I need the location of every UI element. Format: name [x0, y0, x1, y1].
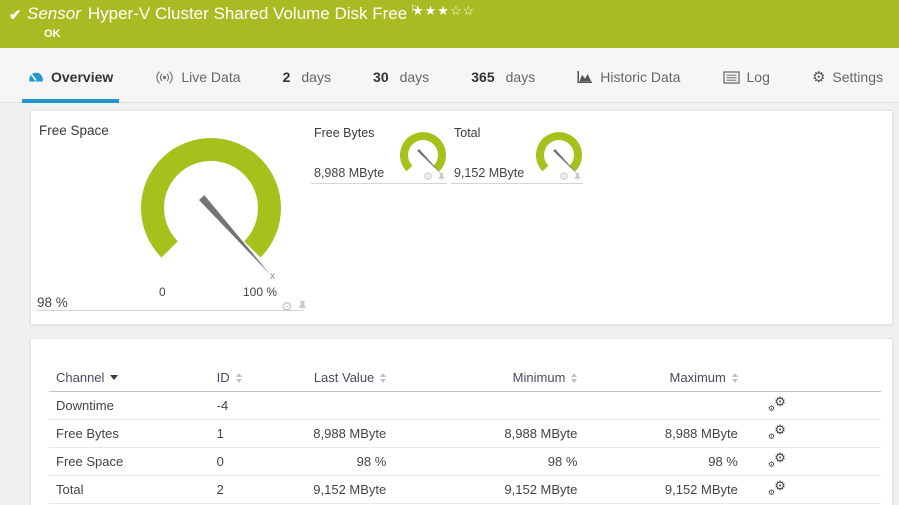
- tab-log-label: Log: [746, 69, 770, 85]
- stars-filled: ★★★: [412, 3, 450, 18]
- column-header-id[interactable]: ID: [217, 370, 242, 385]
- gauge-free-bytes-label: Free Bytes: [314, 126, 375, 140]
- stars-empty: ☆☆: [449, 3, 476, 18]
- free-bytes-gadget-icons: ⚙: [423, 172, 446, 183]
- table-row[interactable]: Free Space 0 98 % 98 % 98 % ⚙ ⚙: [49, 447, 881, 476]
- pin-icon[interactable]: [437, 172, 446, 183]
- gauge-min-label: 0: [159, 285, 166, 299]
- pin-icon[interactable]: [573, 172, 582, 183]
- area-chart-icon: [577, 71, 593, 84]
- gauge-settings-gear-icon[interactable]: ⚙: [423, 171, 433, 183]
- live-data-icon: [156, 70, 174, 84]
- gauge-icon: [29, 72, 43, 82]
- sort-icon: [380, 372, 387, 383]
- gauge-settings-gear-icon[interactable]: ⚙: [281, 299, 293, 314]
- free-bytes-value: 8,988 MByte: [314, 166, 385, 180]
- gauge-settings-gear-icon[interactable]: ⚙: [559, 171, 569, 183]
- sensor-title-line: Sensor Hyper-V Cluster Shared Volume Disk…: [27, 4, 419, 24]
- sort-icon: [731, 372, 738, 383]
- sort-icon: [235, 372, 242, 383]
- total-value: 9,152 MByte: [454, 166, 525, 180]
- table-header-row: Channel ID Last Value Minimum Maximum: [49, 365, 881, 392]
- log-list-icon: [722, 70, 740, 84]
- channels-panel: Channel ID Last Value Minimum Maximum: [30, 338, 893, 505]
- tab-settings[interactable]: ⚙ Settings: [806, 48, 889, 102]
- sort-desc-icon: [110, 375, 119, 381]
- tab-settings-label: Settings: [832, 69, 883, 85]
- gauges-panel: Free Space x 0 100 % 98 % ⚙ Free Bytes 8…: [30, 110, 893, 325]
- priority-stars[interactable]: ★★★☆☆: [412, 3, 475, 19]
- column-header-minimum[interactable]: Minimum: [513, 370, 578, 385]
- column-header-last-value[interactable]: Last Value: [314, 370, 387, 385]
- channel-settings-icon[interactable]: ⚙ ⚙: [767, 477, 786, 497]
- tab-bar: Overview Live Data 2 days 30 days 365 da…: [0, 48, 899, 103]
- channel-settings-icon[interactable]: ⚙ ⚙: [767, 449, 786, 469]
- tab-2-days[interactable]: 2 days: [277, 48, 337, 102]
- object-kind-label: Sensor: [27, 4, 81, 23]
- sort-icon: [571, 372, 578, 383]
- tab-30-days-word: days: [399, 69, 430, 85]
- tab-30-days[interactable]: 30 days: [367, 48, 435, 102]
- free-space-gadget-icons: ⚙: [281, 300, 308, 313]
- gauge-needle-marker: x: [270, 271, 275, 282]
- status-badge: OK: [44, 28, 61, 40]
- tab-365-days[interactable]: 365 days: [465, 48, 541, 102]
- tab-overview-label: Overview: [51, 69, 114, 85]
- tab-2-days-word: days: [301, 69, 331, 85]
- total-gauge: [536, 132, 582, 176]
- gauge-free-space-label: Free Space: [39, 123, 109, 138]
- gauge-max-label: 100 %: [243, 285, 278, 299]
- tab-overview[interactable]: Overview: [22, 48, 120, 103]
- gear-icon: ⚙: [811, 68, 826, 86]
- tab-live-data[interactable]: Live Data: [149, 48, 246, 102]
- total-gadget-icons: ⚙: [559, 172, 582, 183]
- column-header-maximum[interactable]: Maximum: [670, 370, 738, 385]
- free-space-gauge: [141, 138, 281, 276]
- tab-2-days-number: 2: [282, 69, 291, 85]
- tab-historic-data[interactable]: Historic Data: [571, 48, 686, 102]
- free-space-value: 98 %: [37, 295, 68, 310]
- tab-30-days-number: 30: [373, 69, 389, 85]
- table-row[interactable]: Downtime -4 ⚙ ⚙: [49, 391, 881, 420]
- sensor-status-banner: ✔ Sensor Hyper-V Cluster Shared Volume Di…: [0, 0, 899, 48]
- flag-icon[interactable]: ⚐: [410, 4, 420, 16]
- channel-settings-icon[interactable]: ⚙ ⚙: [767, 421, 786, 441]
- tab-365-days-word: days: [505, 69, 536, 85]
- tab-live-data-label: Live Data: [181, 69, 241, 85]
- tab-log[interactable]: Log: [717, 48, 776, 102]
- page-title: Hyper-V Cluster Shared Volume Disk Free: [87, 4, 408, 23]
- table-row[interactable]: Total 2 9,152 MByte 9,152 MByte 9,152 MB…: [49, 475, 881, 504]
- ok-check-icon: ✔: [9, 7, 22, 24]
- gauge-total-label: Total: [454, 126, 481, 140]
- channel-settings-icon[interactable]: ⚙ ⚙: [767, 393, 786, 413]
- pin-icon[interactable]: [297, 300, 308, 313]
- free-bytes-gauge: [400, 132, 446, 176]
- column-header-channel[interactable]: Channel: [56, 370, 119, 385]
- table-row[interactable]: Free Bytes 1 8,988 MByte 8,988 MByte 8,9…: [49, 419, 881, 448]
- tab-historic-data-label: Historic Data: [600, 69, 681, 85]
- channels-table: Channel ID Last Value Minimum Maximum: [49, 365, 881, 504]
- tab-365-days-number: 365: [471, 69, 495, 85]
